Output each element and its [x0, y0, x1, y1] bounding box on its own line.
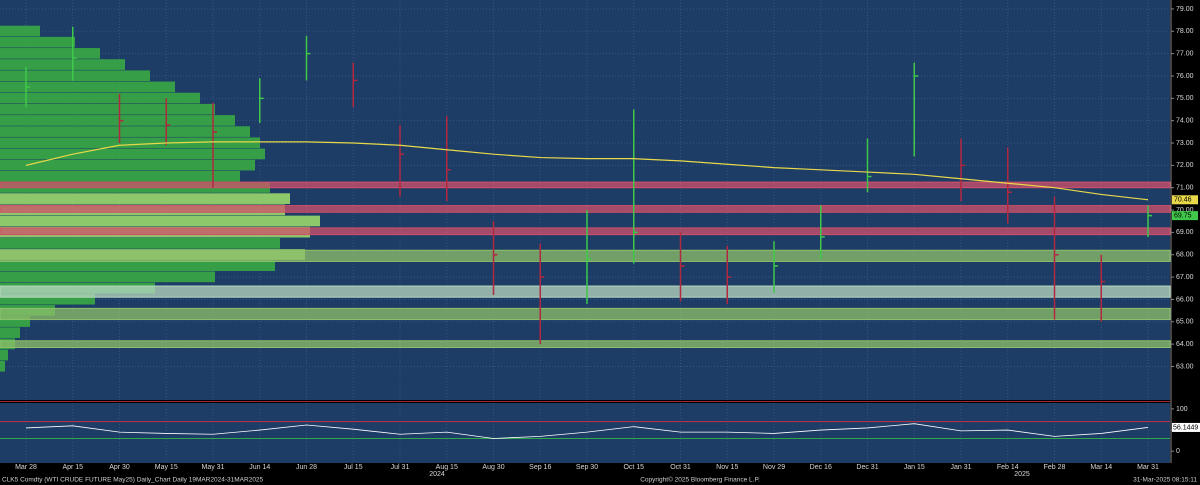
x-tick-label: Feb 14	[997, 464, 1019, 471]
x-tick-label: Jan 15	[904, 464, 925, 471]
x-tick-label: Feb 28	[1044, 464, 1066, 471]
x-tick-label: Jul 15	[344, 464, 363, 471]
zone	[0, 340, 1171, 348]
volume-profile-bar	[0, 293, 95, 305]
zone	[0, 181, 1171, 189]
y-tick-label: 0	[1176, 448, 1180, 455]
x-tick-label: Jan 31	[950, 464, 971, 471]
x-tick-label: Oct 15	[623, 464, 644, 471]
year-label: 2024	[429, 471, 445, 478]
x-tick-label: Jul 31	[391, 464, 410, 471]
y-tick-label: 65.00	[1176, 319, 1194, 326]
y-tick-label: 100	[1176, 406, 1188, 413]
volume-profile-bar	[0, 81, 175, 93]
footer-center: Copyright© 2025 Bloomberg Finance L.P.	[640, 476, 760, 484]
footer-left: CLK5 Comdty (WTI CRUDE FUTURE May25) Dai…	[2, 477, 264, 484]
y-tick-label: 71.00	[1176, 185, 1194, 192]
x-tick-label: Aug 15	[436, 464, 458, 471]
volume-profile-bar	[0, 327, 20, 339]
x-tick-label: Oct 31	[670, 464, 691, 471]
volume-profile-bar	[0, 70, 150, 82]
axis-bg	[1170, 0, 1200, 465]
y-tick-label: 78.00	[1176, 28, 1194, 35]
y-tick-label: 70.00	[1176, 207, 1194, 214]
x-tick-label: Nov 15	[716, 464, 738, 471]
x-tick-label: Dec 31	[856, 464, 878, 471]
x-tick-label: Jun 28	[296, 464, 317, 471]
y-tick-label: 69.00	[1176, 229, 1194, 236]
volume-profile-bar	[0, 215, 320, 227]
volume-profile-bar	[0, 360, 5, 372]
volume-profile-bar	[0, 148, 265, 160]
y-tick-label: 76.00	[1176, 73, 1194, 80]
volume-profile-bar	[0, 36, 75, 48]
y-tick-label: 74.00	[1176, 118, 1194, 125]
volume-profile-bar	[0, 349, 8, 361]
volume-profile-bar	[0, 137, 260, 149]
volume-profile-bar	[0, 115, 235, 126]
y-tick-label: 75.00	[1176, 95, 1194, 102]
value-tag-bg	[1172, 195, 1198, 205]
x-tick-label: May 31	[202, 464, 225, 471]
value-tag: 70.46	[1174, 197, 1192, 204]
zone	[0, 307, 1171, 321]
zone	[0, 249, 1171, 262]
y-tick-label: 72.00	[1176, 162, 1194, 169]
x-tick-label: Mar 28	[15, 464, 37, 471]
zone	[0, 205, 1171, 213]
value-tag: 69.75	[1174, 212, 1192, 219]
x-tick-label: Nov 29	[763, 464, 785, 471]
volume-profile-bar	[0, 316, 30, 327]
volume-profile-bar	[0, 92, 200, 104]
y-tick-label: 79.00	[1176, 6, 1194, 13]
x-tick-label: Sep 16	[529, 464, 551, 471]
volume-profile-bar	[0, 48, 100, 59]
zone	[0, 227, 1171, 236]
volume-profile-bar	[0, 193, 290, 204]
x-tick-label: Sep 30	[576, 464, 598, 471]
x-tick-label: Mar 14	[1090, 464, 1112, 471]
x-tick-label: Jun 14	[249, 464, 270, 471]
y-tick-label: 77.00	[1176, 50, 1194, 57]
zone	[0, 285, 1171, 298]
year-label: 2025	[1014, 471, 1030, 478]
value-tag-bg	[1172, 211, 1198, 221]
volume-profile-bar	[0, 260, 275, 272]
volume-profile-bar	[0, 271, 215, 283]
sma-line	[25, 141, 1149, 201]
x-tick-label: Mar 31	[1137, 464, 1159, 471]
y-tick-label: 63.00	[1176, 363, 1194, 370]
x-tick-label: Dec 16	[810, 464, 832, 471]
x-tick-label: Aug 30	[482, 464, 504, 471]
volume-profile-bar	[0, 237, 280, 249]
y-tick-label: 64.00	[1176, 341, 1194, 348]
y-tick-label: 68.00	[1176, 252, 1194, 259]
y-tick-label: 66.00	[1176, 296, 1194, 303]
rsi-line	[25, 423, 1149, 439]
y-tick-label: 73.00	[1176, 140, 1194, 147]
volume-profile-bar	[0, 159, 255, 171]
x-tick-label: Apr 15	[62, 464, 83, 471]
volume-profile-bar	[0, 59, 125, 70]
rsi-panel	[0, 403, 1170, 463]
volume-profile-bar	[0, 170, 240, 182]
value-tag-bg	[1172, 422, 1200, 432]
x-tick-label: Apr 30	[109, 464, 130, 471]
x-tick-label: May 15	[155, 464, 178, 471]
value-tag: 56.1449	[1173, 424, 1198, 431]
footer-right: 31-Mar-2025 08:15:11	[1133, 477, 1197, 484]
y-tick-label: 67.00	[1176, 274, 1194, 281]
volume-profile-bar	[0, 25, 40, 37]
volume-profile-bar	[0, 126, 250, 137]
volume-profile-bar	[0, 103, 215, 115]
